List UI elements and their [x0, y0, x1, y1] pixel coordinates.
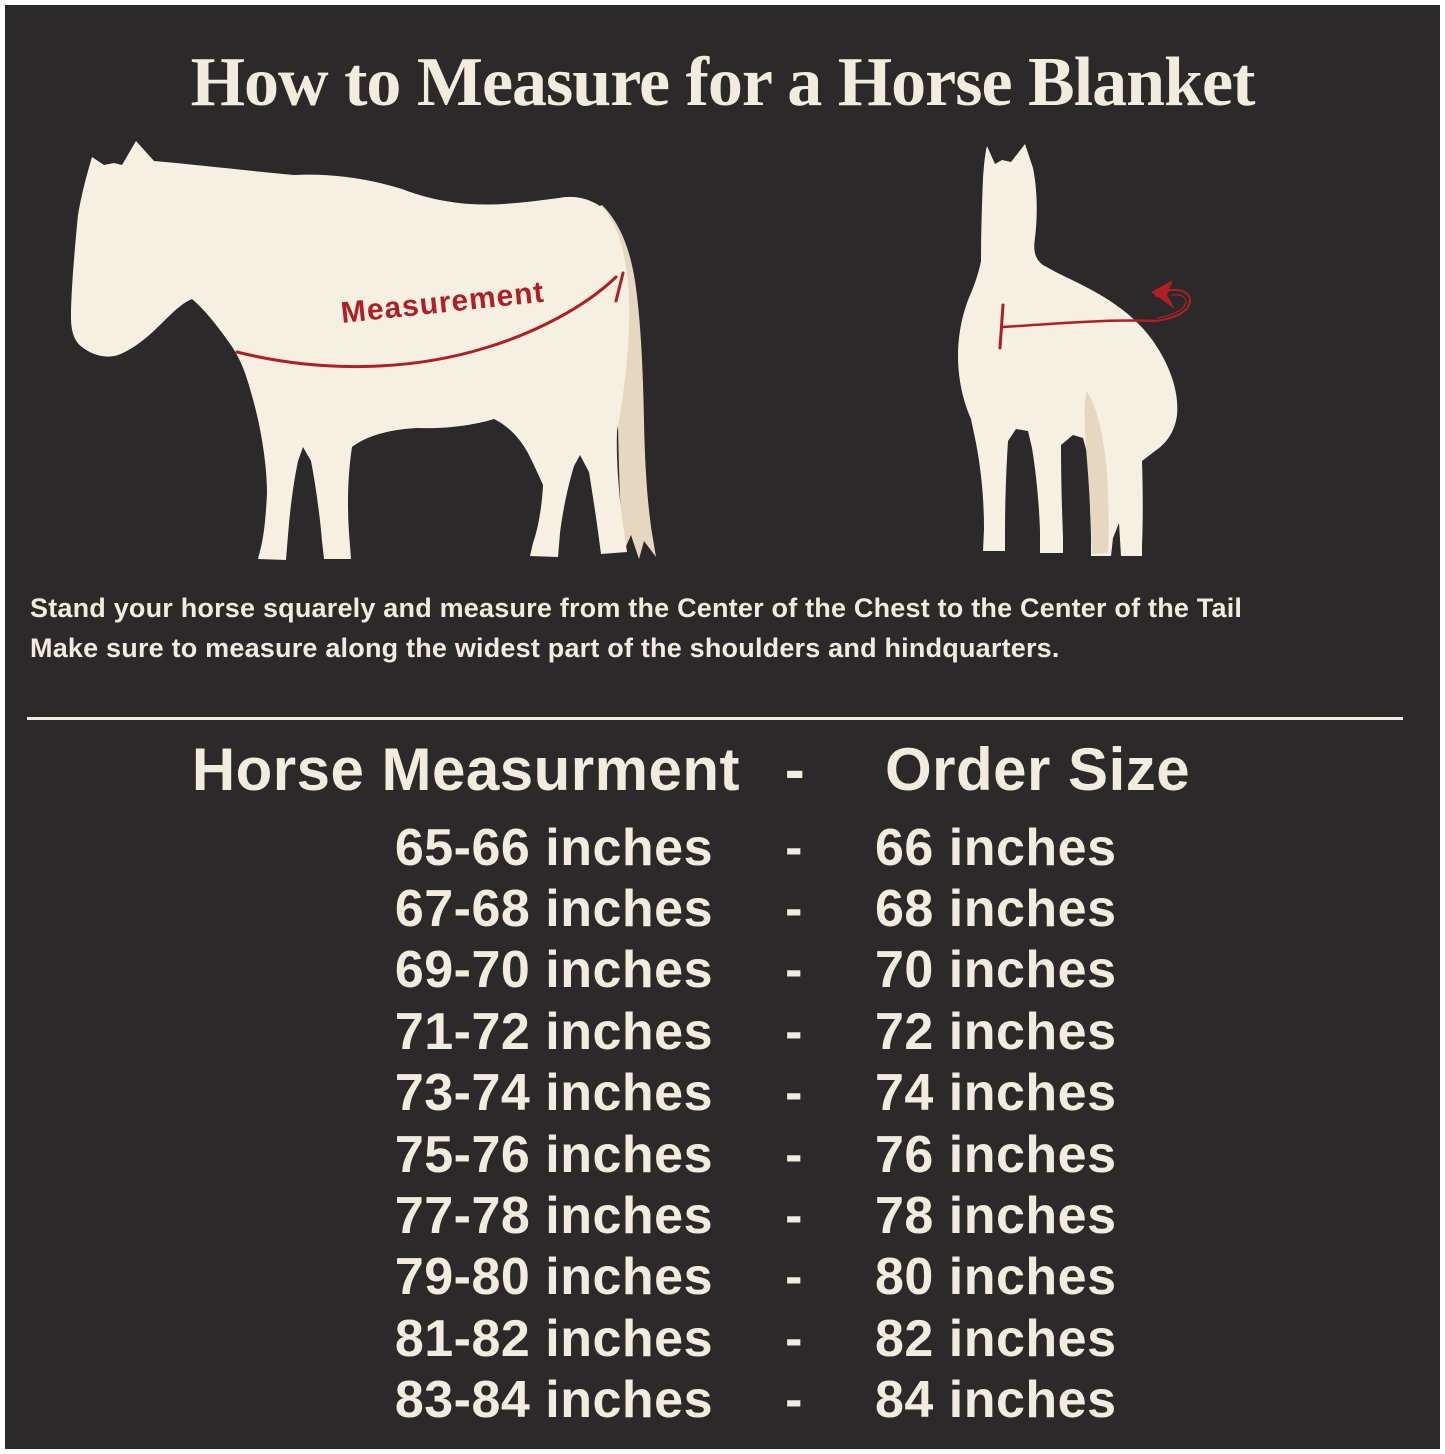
- row-order: 82 inches: [875, 1309, 1117, 1368]
- instructions-line-2: Make sure to measure along the widest pa…: [30, 633, 1060, 663]
- row-measurement: 79-80 inches: [394, 1248, 713, 1307]
- row-measurement: 75-76 inches: [394, 1125, 713, 1184]
- table-row: 75-76 inches - 76 inches: [5, 1124, 1440, 1185]
- row-order: 78 inches: [875, 1187, 1117, 1246]
- row-order: 80 inches: [875, 1248, 1117, 1307]
- front-view-horse-illustration: [958, 144, 1192, 556]
- girth-arrow-curl-inner: [1156, 294, 1187, 319]
- table-row: 83-84 inches - 84 inches: [5, 1370, 1440, 1431]
- table-row: 71-72 inches - 72 inches: [5, 1001, 1440, 1062]
- row-measurement: 81-82 inches: [394, 1309, 713, 1368]
- side-horse-silhouette: [71, 141, 630, 560]
- table-row: 81-82 inches - 82 inches: [5, 1308, 1440, 1369]
- row-separator: -: [785, 1371, 803, 1430]
- row-separator: -: [785, 1064, 803, 1123]
- row-order: 74 inches: [875, 1064, 1117, 1123]
- row-order: 68 inches: [875, 880, 1117, 939]
- instructions: Stand your horse squarely and measure fr…: [30, 588, 1430, 668]
- row-measurement: 73-74 inches: [394, 1064, 713, 1123]
- table-row: 65-66 inches - 66 inches: [5, 817, 1440, 878]
- section-divider: [27, 717, 1403, 720]
- row-measurement: 67-68 inches: [394, 880, 713, 939]
- page-title: How to Measure for a Horse Blanket: [190, 44, 1256, 121]
- row-separator: -: [785, 1309, 803, 1368]
- row-separator: -: [785, 1125, 803, 1184]
- side-view-horse-illustration: Measurement: [71, 141, 656, 560]
- row-separator: -: [785, 818, 803, 877]
- row-order: 70 inches: [875, 941, 1117, 1000]
- table-row: 67-68 inches - 68 inches: [5, 878, 1440, 939]
- table-row: 79-80 inches - 80 inches: [5, 1247, 1440, 1308]
- girth-arrowhead: [1151, 280, 1175, 309]
- front-horse-silhouette: [958, 144, 1178, 556]
- row-order: 72 inches: [875, 1002, 1117, 1061]
- table-row: 69-70 inches - 70 inches: [5, 940, 1440, 1001]
- row-order: 66 inches: [875, 818, 1117, 877]
- row-measurement: 83-84 inches: [394, 1371, 713, 1430]
- size-chart-rows: 65-66 inches - 66 inches 67-68 inches - …: [5, 817, 1440, 1431]
- header-separator: -: [784, 736, 806, 803]
- size-chart-header: Horse Measurment - Order Size: [5, 736, 1440, 803]
- row-measurement: 65-66 inches: [394, 818, 713, 877]
- row-measurement: 71-72 inches: [394, 1002, 713, 1061]
- front-horse-leg-shade: [1084, 391, 1109, 554]
- row-separator: -: [785, 941, 803, 1000]
- header-order-col: Order Size: [885, 736, 1191, 803]
- measurement-tick: [614, 271, 625, 303]
- row-order: 76 inches: [875, 1125, 1117, 1184]
- row-measurement: 69-70 inches: [394, 941, 713, 1000]
- table-row: 77-78 inches - 78 inches: [5, 1185, 1440, 1246]
- header-measurement-col: Horse Measurment: [191, 736, 740, 803]
- instructions-line-1: Stand your horse squarely and measure fr…: [30, 593, 1243, 623]
- table-row: 73-74 inches - 74 inches: [5, 1063, 1440, 1124]
- row-order: 84 inches: [875, 1371, 1117, 1430]
- row-measurement: 77-78 inches: [394, 1187, 713, 1246]
- girth-line: [1000, 319, 1157, 329]
- row-separator: -: [785, 1002, 803, 1061]
- row-separator: -: [785, 1248, 803, 1307]
- measurement-curve: [235, 275, 618, 369]
- row-separator: -: [785, 1187, 803, 1246]
- row-separator: -: [785, 880, 803, 939]
